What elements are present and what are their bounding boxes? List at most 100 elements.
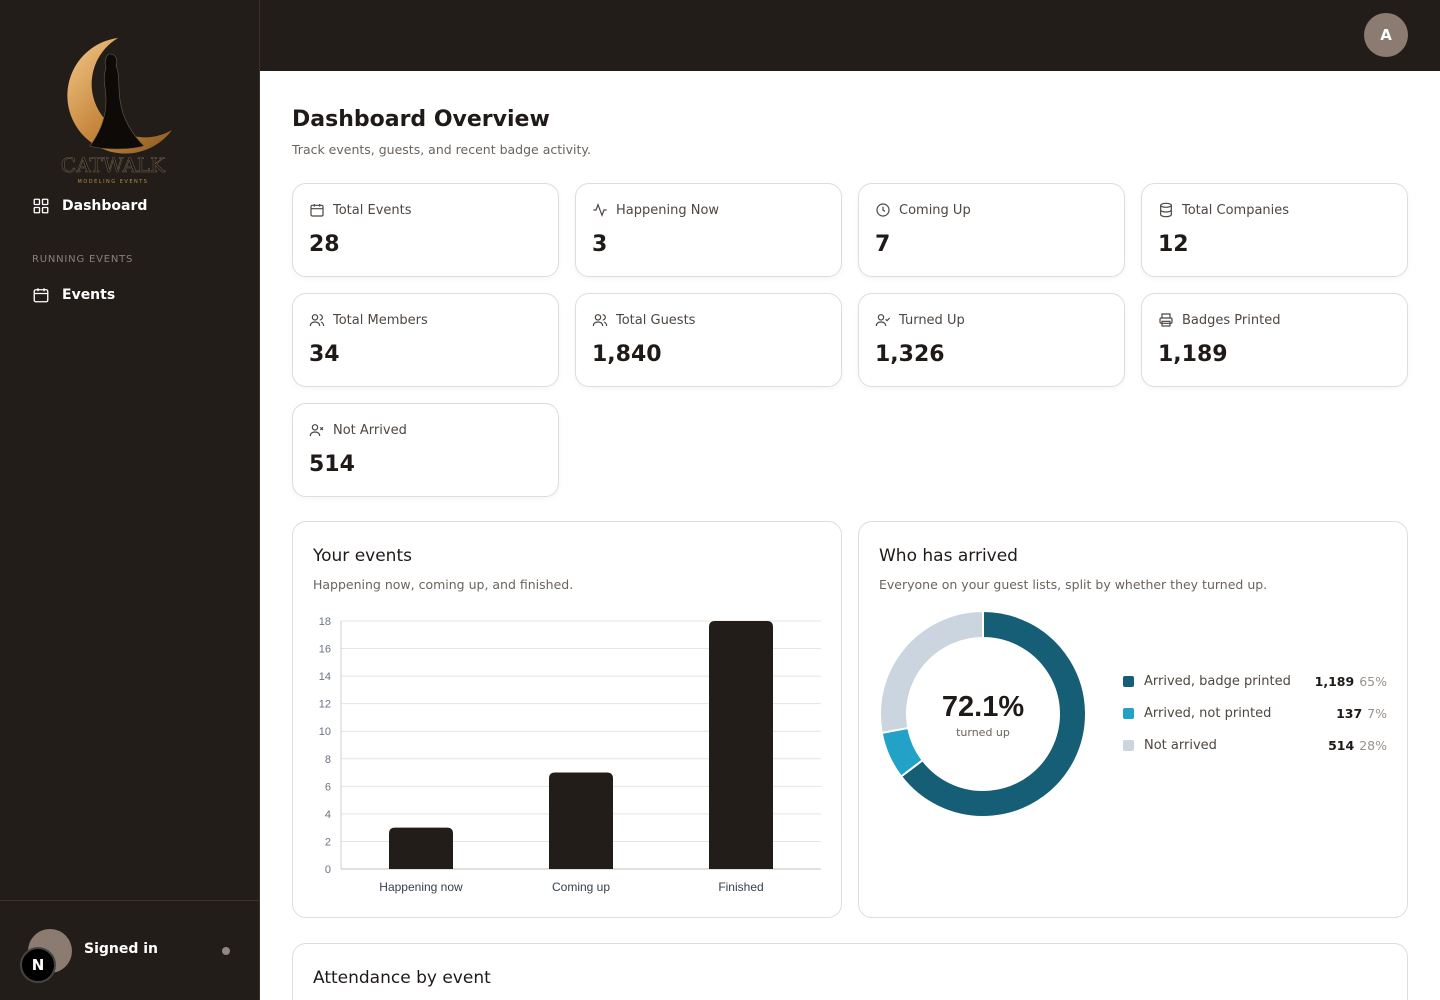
donut-slice[interactable]	[899, 609, 1087, 818]
nav-dashboard[interactable]: Dashboard	[32, 197, 147, 215]
y-tick-label: 2	[325, 836, 331, 848]
bar[interactable]	[389, 827, 453, 869]
stat-card-total-members: Total Members 34	[292, 293, 559, 387]
svg-text:CATWALK: CATWALK	[61, 153, 166, 177]
stat-value: 34	[309, 342, 340, 367]
legend-label: Arrived, badge printed	[1144, 674, 1291, 689]
user-x-icon	[309, 424, 324, 437]
stat-card-total-guests: Total Guests 1,840	[575, 293, 842, 387]
stat-card-total-companies: Total Companies 12	[1141, 183, 1408, 277]
bar[interactable]	[709, 621, 773, 869]
stat-value: 514	[309, 452, 355, 477]
activity-icon	[593, 202, 607, 218]
users-icon	[309, 314, 325, 327]
stat-value: 1,326	[875, 342, 945, 367]
stat-label: Total Companies	[1182, 202, 1290, 218]
stat-card-not-arrived: Not Arrived 514	[292, 403, 559, 497]
legend-count: 1,189	[1314, 674, 1355, 689]
stat-card-turned-up: Turned Up 1,326	[858, 293, 1125, 387]
stat-card-total-events: Total Events 28	[292, 183, 559, 277]
dev-badge[interactable]: N	[20, 947, 56, 983]
arrival-panel: Who has arrived Everyone on your guest l…	[858, 521, 1408, 918]
arrival-panel-subtitle: Everyone on your guest lists, split by w…	[879, 577, 1268, 592]
donut-center-label: turned up	[956, 726, 1010, 739]
stat-value: 12	[1158, 232, 1189, 257]
legend-label: Arrived, not printed	[1144, 706, 1272, 721]
donut-center-value: 72.1%	[942, 691, 1024, 723]
x-tick-label: Finished	[718, 880, 763, 894]
database-icon	[1160, 202, 1172, 218]
events-panel: Your events Happening now, coming up, an…	[292, 521, 842, 918]
legend-pct: 28%	[1359, 738, 1387, 753]
events-bar-chart: 0 2 4 6 8 10 12 14 16 18 Happening now Coming up Fin…	[319, 616, 821, 894]
attendance-panel-title: Attendance by event	[313, 968, 491, 988]
account-avatar-button[interactable]: A	[1364, 13, 1408, 57]
stat-value: 3	[592, 232, 608, 257]
x-tick-label: Happening now	[379, 880, 463, 894]
stat-label: Turned Up	[899, 312, 965, 328]
legend-pct: 65%	[1359, 674, 1387, 689]
stat-label: Not Arrived	[333, 422, 407, 438]
y-tick-label: 4	[325, 809, 331, 821]
y-tick-label: 14	[319, 671, 331, 683]
printer-icon	[1159, 313, 1173, 327]
events-panel-subtitle: Happening now, coming up, and finished.	[313, 577, 574, 592]
y-tick-label: 16	[319, 644, 331, 656]
grid-icon	[33, 198, 49, 214]
stat-label: Total Members	[333, 312, 428, 328]
legend-item: Not arrived 514 28%	[1123, 738, 1387, 753]
user-check-icon	[875, 314, 891, 327]
stat-value: 1,840	[592, 342, 662, 367]
y-tick-label: 6	[325, 781, 331, 793]
arrival-donut-chart: 72.1% turned up	[879, 609, 1087, 818]
attendance-panel: Attendance by event	[292, 943, 1408, 1000]
stat-label: Total Guests	[616, 312, 696, 328]
calendar-icon	[33, 288, 49, 303]
page-title: Dashboard Overview	[292, 107, 550, 132]
catwalk-logo: CATWALK MODELING EVENTS	[61, 38, 172, 185]
legend-label: Not arrived	[1144, 738, 1217, 753]
y-tick-label: 18	[319, 616, 331, 628]
legend-item: Arrived, not printed 137 7%	[1123, 706, 1387, 721]
y-tick-label: 10	[319, 726, 331, 738]
legend-pct: 7%	[1367, 706, 1387, 721]
topbar: A	[260, 0, 1440, 71]
nav-dashboard-label: Dashboard	[62, 198, 148, 214]
stat-label: Badges Printed	[1182, 312, 1281, 328]
users-icon	[592, 314, 608, 327]
nav-section-label: RUNNING EVENTS	[32, 254, 134, 265]
page-subtitle: Track events, guests, and recent badge a…	[292, 142, 591, 157]
stat-value: 28	[309, 232, 340, 257]
sidebar-footer: N Signed in	[0, 900, 260, 1000]
x-tick-label: Coming up	[552, 880, 610, 894]
legend-swatch	[1123, 708, 1134, 719]
calendar-icon	[310, 204, 324, 217]
svg-text:MODELING EVENTS: MODELING EVENTS	[78, 179, 149, 185]
legend-swatch	[1123, 676, 1134, 687]
nav-events-label: Events	[62, 287, 116, 303]
legend-item: Arrived, badge printed 1,189 65%	[1123, 674, 1387, 689]
events-panel-title: Your events	[313, 546, 412, 566]
bar[interactable]	[549, 772, 613, 869]
stat-card-badges-printed: Badges Printed 1,189	[1141, 293, 1408, 387]
status-dot	[222, 947, 230, 955]
stat-value: 1,189	[1158, 342, 1228, 367]
stat-card-happening-now: Happening Now 3	[575, 183, 842, 277]
stat-card-coming-up: Coming Up 7	[858, 183, 1125, 277]
legend-swatch	[1123, 740, 1134, 751]
sidebar: CATWALK MODELING EVENTS Dashboard RUNNIN…	[0, 0, 260, 1000]
y-tick-label: 12	[319, 699, 331, 711]
y-tick-label: 0	[325, 864, 331, 876]
legend-count: 137	[1336, 706, 1363, 721]
stat-label: Happening Now	[616, 202, 720, 218]
legend-count: 514	[1328, 738, 1355, 753]
stat-value: 7	[875, 232, 891, 257]
stat-label: Total Events	[333, 202, 412, 218]
nav-events[interactable]: Events	[32, 286, 115, 304]
signed-in-label: Signed in	[84, 941, 159, 957]
donut-slice[interactable]	[879, 609, 984, 735]
stat-label: Coming Up	[899, 202, 971, 218]
y-tick-label: 8	[325, 754, 331, 766]
clock-icon	[876, 203, 890, 217]
arrival-panel-title: Who has arrived	[879, 546, 1018, 566]
